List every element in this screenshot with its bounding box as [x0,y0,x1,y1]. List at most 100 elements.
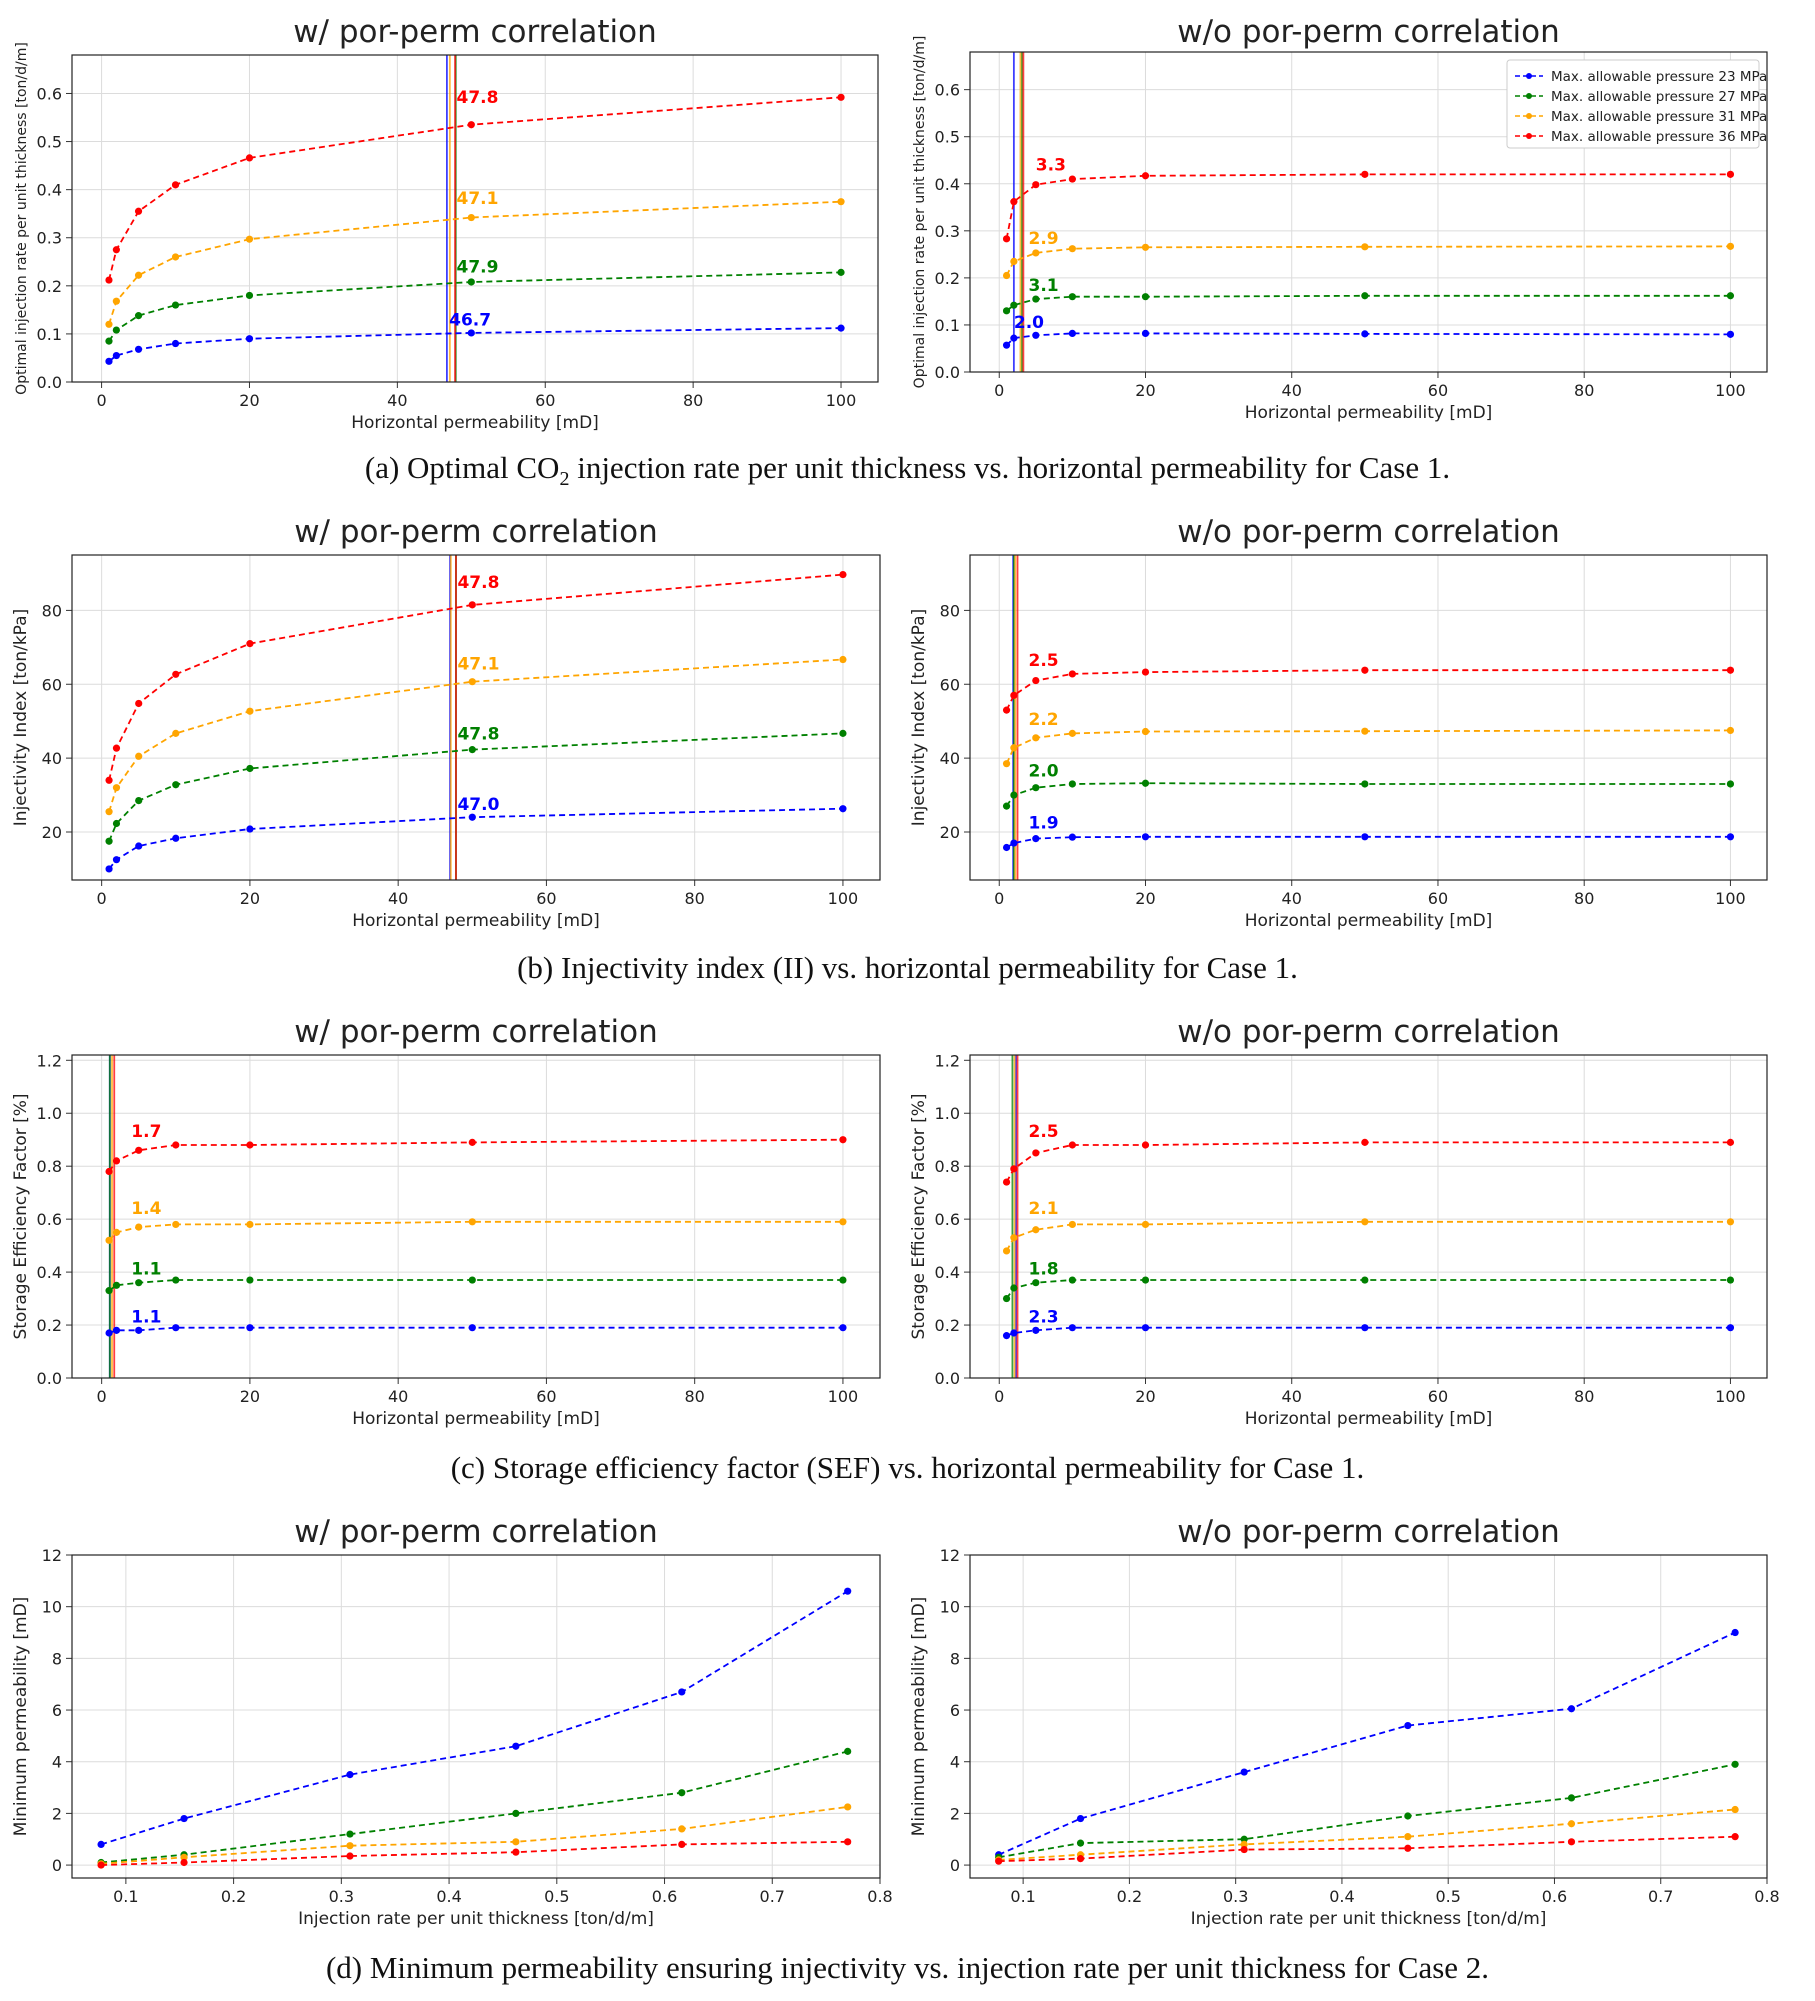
data-point [1361,1324,1369,1332]
caption-d: (d) Minimum permeability ensuring inject… [325,1950,1490,1985]
data-point [112,856,121,864]
data-point [1002,235,1011,243]
data-point [1141,779,1150,787]
plot-area [72,555,880,880]
x-axis-label: Horizontal permeability [mD] [352,911,600,931]
data-point [1010,839,1018,847]
data-point [1032,734,1040,742]
data-point [844,1587,852,1595]
x-tick-label: 100 [1715,1387,1746,1406]
data-point [245,154,254,162]
data-point [1002,1178,1011,1186]
y-tick-label: 0.2 [935,1316,960,1335]
data-point [97,1861,105,1869]
y-tick-label: 20 [940,823,960,842]
plot-area [970,1555,1767,1878]
data-point [1068,833,1076,841]
data-point [105,320,113,328]
chart-title: w/ por-perm correlation [294,514,658,550]
data-point [678,1789,686,1797]
threshold-label: 2.1 [1028,1199,1058,1219]
x-tick-label: 20 [239,391,259,410]
y-tick-label: 0.3 [37,229,62,248]
y-tick-label: 2 [52,1804,62,1823]
y-tick-label: 0.4 [935,1263,960,1282]
data-point [468,1276,476,1284]
x-axis-label: Horizontal permeability [mD] [352,1409,600,1429]
threshold-label: 3.1 [1028,276,1058,296]
x-axis-label: Horizontal permeability [mD] [1245,1409,1493,1429]
data-point [1010,691,1018,699]
series-line [101,1750,848,1864]
data-point [1002,341,1011,349]
data-point [172,1324,180,1332]
data-point [180,1814,188,1823]
data-point [134,271,143,279]
data-point [346,1842,354,1850]
y-tick-label: 0.6 [935,1210,960,1229]
data-point [1726,170,1735,178]
data-point [346,1852,354,1860]
data-point [1567,1794,1576,1802]
data-point [678,1688,686,1696]
data-point [1010,301,1018,309]
data-point [246,764,254,773]
x-tick-label: 100 [1715,889,1746,908]
data-point [246,1220,254,1229]
data-point [105,357,113,365]
chart-a-right: w/o por-perm correlation 0 20 40 60 80 100 0.0 0… [912,14,1768,423]
x-tick-label: 0.6 [652,1887,677,1906]
threshold-label: 2.0 [1028,762,1058,782]
y-tick-label: 0.6 [37,1210,62,1229]
data-point [1010,198,1018,206]
chart-panel-d-right: w/o por-perm correlation 0.1 0.2 0.3 0.4 0.5 0… [905,1500,1815,1940]
data-point [839,1276,847,1284]
series-line [101,1806,848,1865]
x-tick-label: 40 [1282,1387,1302,1406]
data-point [172,834,180,842]
data-point [837,268,845,276]
legend-label: Max. allowable pressure 36 MPa [1551,129,1767,145]
data-point [837,198,845,206]
x-tick-label: 0.1 [1010,1887,1035,1906]
x-tick-label: 80 [1574,1387,1594,1406]
x-tick-label: 60 [1428,1387,1448,1406]
data-point [112,819,121,828]
legend-marker [1526,133,1532,139]
threshold-label: 1.8 [1028,1260,1058,1280]
data-point [1731,1833,1739,1841]
data-point [1726,1324,1735,1332]
y-tick-label: 0.8 [37,1157,62,1176]
data-point [1141,668,1150,676]
x-tick-label: 0 [994,1387,1004,1406]
data-point [467,213,475,222]
chart-panel-a-left: w/ por-perm correlation 0 20 40 60 80 100 0.0 0.… [0,0,905,440]
data-point [1404,1844,1412,1852]
x-tick-label: 0.8 [1754,1887,1779,1906]
x-tick-label: 100 [826,391,857,410]
data-point [246,1141,254,1149]
x-tick-label: 80 [1574,381,1594,400]
data-point [1002,1247,1011,1255]
chart-d-right: w/o por-perm correlation 0.1 0.2 0.3 0.4 0.5 0… [909,1514,1780,1929]
x-tick-label: 20 [240,1387,260,1406]
data-point [172,1220,180,1229]
series-line [100,1590,849,1846]
x-tick-label: 100 [1715,381,1746,400]
x-tick-label: 0.6 [1542,1887,1567,1906]
data-point [1032,295,1040,303]
threshold-label: 47.1 [457,654,499,674]
data-point [105,808,113,816]
data-point [1032,181,1040,189]
threshold-label: 2.3 [1028,1307,1058,1327]
plot-frame [71,1554,881,1879]
y-tick-label: 0.2 [935,269,960,288]
y-tick-label: 0.6 [37,84,62,103]
y-tick-label: 0.3 [935,222,960,241]
x-tick-label: 0 [994,381,1004,400]
x-tick-label: 40 [387,391,407,410]
y-tick-label: 6 [950,1701,960,1720]
series-line [998,1763,1736,1859]
x-axis-label: Horizontal permeability [mD] [351,413,599,433]
y-tick-label: 0.1 [935,316,960,335]
